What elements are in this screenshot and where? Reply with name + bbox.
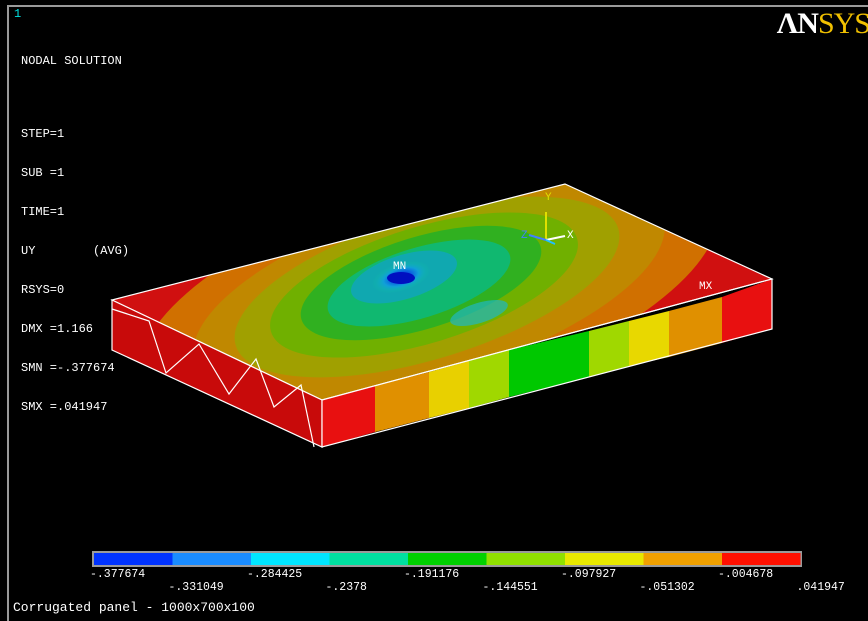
smn-label: SMN =-.377674 bbox=[21, 361, 115, 375]
legend-swatch-7 bbox=[565, 553, 644, 565]
axis-z-label: Z bbox=[521, 230, 528, 242]
axis-triad bbox=[528, 212, 566, 245]
rsys-label: RSYS=0 bbox=[21, 283, 65, 297]
legend-swatch-2 bbox=[172, 553, 251, 565]
graphics-window[interactable]: 1 NODAL SOLUTION STEP=1 SUB =1 TIME=1 UY… bbox=[7, 5, 868, 621]
contour-model: Y X Z MN MX bbox=[110, 183, 774, 448]
legend-tick-label: -.144551 bbox=[482, 581, 538, 594]
legend-tick-label: -.331049 bbox=[168, 581, 224, 594]
plot-caption: Corrugated panel - 1000x700x100 bbox=[13, 600, 255, 615]
plate-front-face bbox=[321, 278, 773, 448]
smx-label: SMX =.041947 bbox=[21, 400, 108, 414]
legend-tick-label: -.051302 bbox=[639, 581, 695, 594]
legend-tick-label: -.097927 bbox=[561, 568, 617, 581]
axis-x-label: X bbox=[567, 230, 574, 242]
legend-swatch-9 bbox=[722, 553, 801, 565]
solution-info: NODAL SOLUTION STEP=1 SUB =1 TIME=1 UY (… bbox=[21, 29, 129, 440]
solution-title: NODAL SOLUTION bbox=[21, 54, 122, 68]
legend-colorbar bbox=[92, 551, 803, 567]
sub-label: SUB =1 bbox=[21, 166, 65, 180]
legend-swatch-5 bbox=[408, 553, 487, 565]
step-label: STEP=1 bbox=[21, 127, 65, 141]
legend-swatch-6 bbox=[486, 553, 565, 565]
legend-swatch-8 bbox=[643, 553, 722, 565]
axis-y-label: Y bbox=[545, 192, 552, 204]
contour-legend: -.377674 -.284425 -.191176 -.097927 -.004678… bbox=[90, 551, 845, 594]
min-marker: MN bbox=[393, 261, 406, 273]
legend-tick-label: -.377674 bbox=[90, 568, 146, 581]
time-label: TIME=1 bbox=[21, 205, 65, 219]
legend-swatch-4 bbox=[329, 553, 408, 565]
ansys-logo: ΛNSYS bbox=[776, 7, 868, 40]
uy-label: UY (AVG) bbox=[21, 244, 130, 258]
max-marker: MX bbox=[699, 281, 713, 293]
legend-tick-label: -.2378 bbox=[325, 581, 367, 594]
legend-swatch-3 bbox=[251, 553, 330, 565]
dmx-label: DMX =1.166 bbox=[21, 322, 94, 336]
legend-tick-label: -.284425 bbox=[247, 568, 303, 581]
legend-tick-label: .041947 bbox=[796, 581, 845, 594]
legend-tick-label: -.004678 bbox=[718, 568, 774, 581]
legend-swatch-1 bbox=[94, 553, 173, 565]
window-number: 1 bbox=[14, 7, 22, 21]
legend-tick-label: -.191176 bbox=[404, 568, 460, 581]
